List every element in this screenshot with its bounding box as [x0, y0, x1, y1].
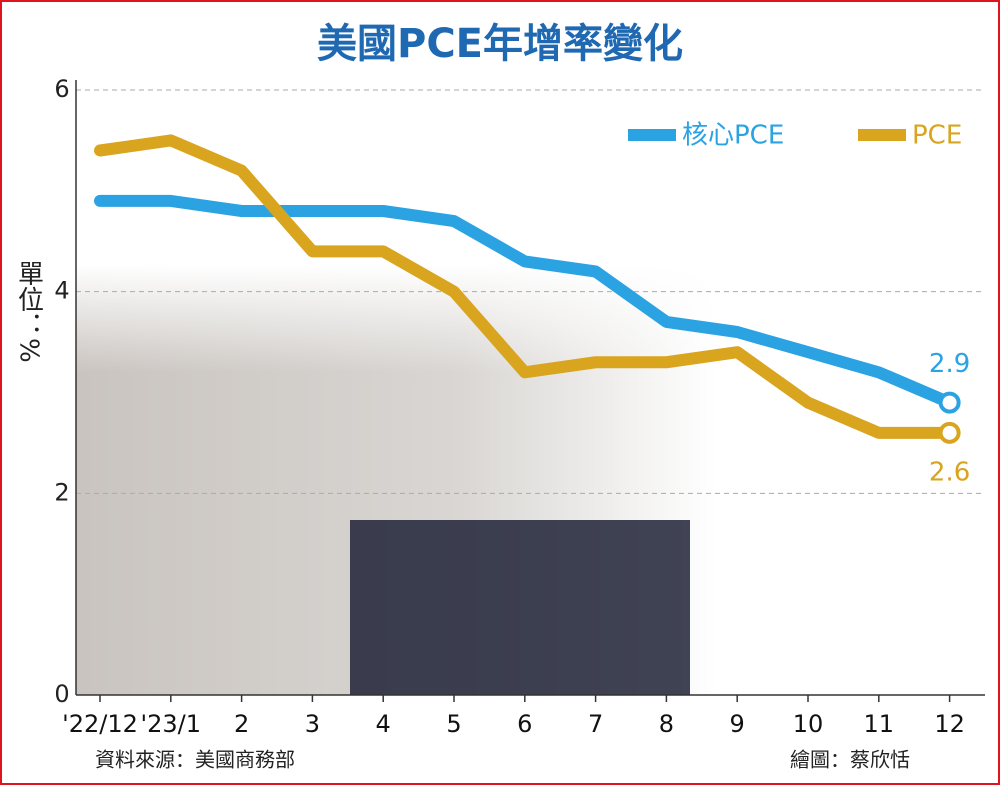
data-label: 2.9 [929, 349, 970, 379]
x-tick-label: 11 [864, 710, 895, 738]
x-tick-label: 3 [305, 710, 320, 738]
end-marker [938, 391, 961, 414]
end-marker [938, 421, 961, 444]
chart-title: 美國PCE年增率變化 [317, 21, 683, 67]
x-tick-label: 2 [234, 710, 249, 738]
x-tick-label: 9 [730, 710, 745, 738]
x-tick-label: 4 [376, 710, 391, 738]
x-tick-label: 7 [588, 710, 603, 738]
x-tick-label: 5 [446, 710, 461, 738]
source: 資料來源：美國商務部 [95, 748, 295, 772]
credit: 繪圖：蔡欣恬 [790, 748, 910, 772]
photo-bag [350, 520, 690, 695]
x-tick-label: 8 [659, 710, 674, 738]
x-tick-label: '23/1 [141, 710, 202, 738]
y-tick-label: 4 [54, 277, 69, 305]
x-tick-label: 12 [934, 710, 965, 738]
y-tick-label: 0 [54, 680, 69, 708]
y-tick-label: 2 [54, 478, 69, 506]
x-tick-label: '22/12 [62, 710, 138, 738]
x-tick-label: 10 [793, 710, 824, 738]
y-axis-label: 單位：% [14, 260, 44, 363]
y-tick-label: 6 [54, 75, 69, 103]
line [94, 194, 956, 409]
line [94, 134, 956, 439]
x-tick-label: 6 [517, 710, 532, 738]
legend-label: 核心PCE [682, 121, 784, 151]
legend-label: PCE [912, 121, 962, 151]
data-label: 2.6 [929, 457, 970, 487]
